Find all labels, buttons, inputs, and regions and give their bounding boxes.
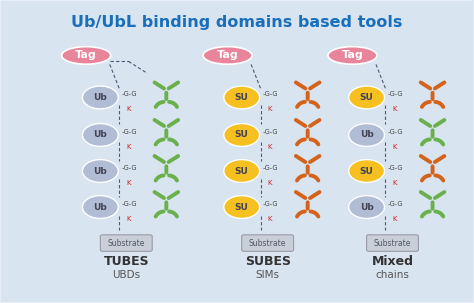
Text: Mixed: Mixed bbox=[372, 255, 413, 268]
Text: Ub: Ub bbox=[93, 93, 107, 102]
Text: -G-G: -G-G bbox=[263, 201, 278, 207]
Text: K: K bbox=[268, 216, 272, 222]
Circle shape bbox=[349, 86, 384, 109]
Text: -G-G: -G-G bbox=[263, 92, 278, 98]
Text: -G-G: -G-G bbox=[388, 92, 403, 98]
Text: K: K bbox=[127, 216, 131, 222]
Text: K: K bbox=[392, 180, 397, 186]
Text: Ub/UbL binding domains based tools: Ub/UbL binding domains based tools bbox=[71, 15, 403, 30]
Text: Substrate: Substrate bbox=[374, 238, 411, 248]
Text: SIMs: SIMs bbox=[255, 270, 280, 280]
Text: UBDs: UBDs bbox=[112, 270, 140, 280]
Circle shape bbox=[224, 160, 260, 182]
Text: -G-G: -G-G bbox=[263, 165, 278, 171]
Circle shape bbox=[349, 124, 384, 146]
Circle shape bbox=[82, 196, 118, 218]
Text: TUBES: TUBES bbox=[103, 255, 149, 268]
Text: -G-G: -G-G bbox=[388, 201, 403, 207]
Text: K: K bbox=[127, 106, 131, 112]
Text: SU: SU bbox=[235, 167, 249, 175]
Text: Ub: Ub bbox=[360, 202, 374, 211]
Text: chains: chains bbox=[375, 270, 410, 280]
Circle shape bbox=[224, 124, 260, 146]
Text: -G-G: -G-G bbox=[263, 129, 278, 135]
Text: -G-G: -G-G bbox=[388, 129, 403, 135]
Text: -G-G: -G-G bbox=[121, 165, 137, 171]
Circle shape bbox=[82, 160, 118, 182]
Text: K: K bbox=[127, 180, 131, 186]
Text: Ub: Ub bbox=[93, 131, 107, 139]
Circle shape bbox=[224, 196, 260, 218]
Text: -G-G: -G-G bbox=[121, 129, 137, 135]
Text: Tag: Tag bbox=[75, 50, 97, 60]
Text: SU: SU bbox=[360, 167, 374, 175]
Circle shape bbox=[349, 160, 384, 182]
Text: -G-G: -G-G bbox=[121, 201, 137, 207]
Text: SUBES: SUBES bbox=[245, 255, 291, 268]
Circle shape bbox=[349, 196, 384, 218]
Text: SU: SU bbox=[235, 131, 249, 139]
Circle shape bbox=[82, 86, 118, 109]
FancyBboxPatch shape bbox=[100, 235, 152, 251]
Text: SU: SU bbox=[360, 93, 374, 102]
FancyBboxPatch shape bbox=[366, 235, 419, 251]
Text: Ub: Ub bbox=[93, 167, 107, 175]
Text: -G-G: -G-G bbox=[388, 165, 403, 171]
Ellipse shape bbox=[62, 47, 111, 64]
Text: Tag: Tag bbox=[217, 50, 238, 60]
Text: K: K bbox=[268, 144, 272, 150]
FancyBboxPatch shape bbox=[242, 235, 293, 251]
Text: Ub: Ub bbox=[360, 131, 374, 139]
Text: Substrate: Substrate bbox=[249, 238, 286, 248]
Text: K: K bbox=[127, 144, 131, 150]
Circle shape bbox=[224, 86, 260, 109]
Text: Tag: Tag bbox=[342, 50, 364, 60]
Text: K: K bbox=[268, 180, 272, 186]
Text: SU: SU bbox=[235, 93, 249, 102]
Text: K: K bbox=[392, 144, 397, 150]
Text: K: K bbox=[392, 106, 397, 112]
Text: Ub: Ub bbox=[93, 202, 107, 211]
Text: Substrate: Substrate bbox=[108, 238, 145, 248]
Circle shape bbox=[82, 124, 118, 146]
Ellipse shape bbox=[328, 47, 377, 64]
Text: K: K bbox=[392, 216, 397, 222]
Text: K: K bbox=[268, 106, 272, 112]
Ellipse shape bbox=[203, 47, 252, 64]
Text: SU: SU bbox=[235, 202, 249, 211]
Text: -G-G: -G-G bbox=[121, 92, 137, 98]
